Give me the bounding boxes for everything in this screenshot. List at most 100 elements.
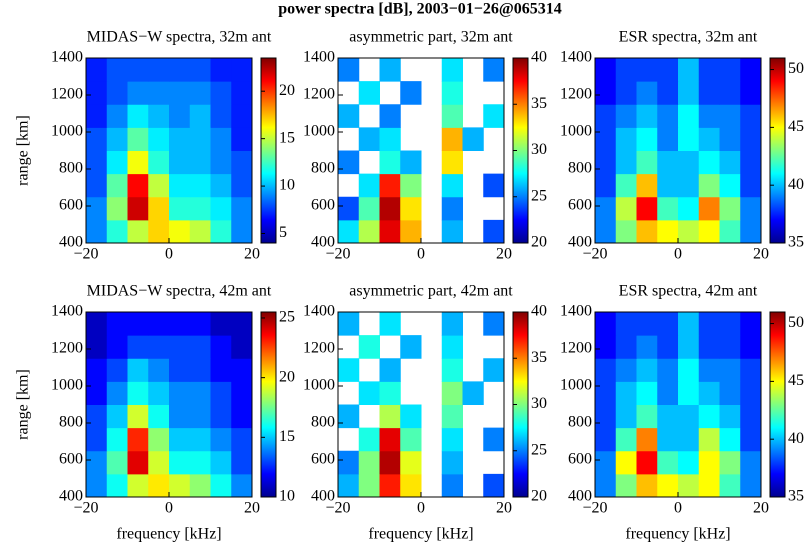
heatmap-cell	[210, 427, 232, 452]
heatmap-cell	[636, 312, 658, 336]
y-tick-label: 1200	[303, 340, 335, 357]
heatmap-cell	[127, 473, 149, 498]
heatmap-cell	[210, 127, 232, 151]
heatmap-cell	[169, 381, 191, 405]
heatmap-cell	[678, 381, 700, 405]
heatmap-cell	[657, 450, 679, 475]
heatmap-cell	[400, 404, 422, 429]
y-axis-label: range [km]	[15, 115, 32, 186]
figure-title: power spectra [dB], 2003−01−26@065314	[278, 1, 561, 18]
heatmap-cell	[740, 104, 762, 128]
x-axis-label: frequency [kHz]	[625, 526, 730, 543]
heatmap-cell	[483, 173, 505, 198]
heatmap-cell	[379, 127, 401, 151]
colorbar-tick-label: 25	[531, 441, 547, 458]
heatmap-cell	[189, 81, 211, 105]
heatmap-cell	[106, 58, 128, 82]
heatmap-cell	[615, 196, 637, 221]
heatmap-cell	[231, 450, 253, 475]
heatmap-cell	[189, 381, 211, 405]
heatmap-cell	[358, 196, 380, 221]
colorbar-tick-label: 50	[788, 60, 804, 77]
heatmap-cell	[483, 427, 505, 452]
heatmap-cell	[86, 58, 108, 82]
heatmap-cell	[657, 196, 679, 221]
y-tick-label: 1400	[51, 303, 83, 320]
heatmap-cell	[127, 219, 149, 244]
y-tick-label: 600	[59, 197, 83, 214]
heatmap-cell	[740, 312, 762, 336]
colorbar-tick-label: 35	[788, 488, 804, 505]
heatmap-cell	[231, 127, 253, 151]
heatmap-cell	[231, 58, 253, 82]
y-tick-label: 1200	[560, 86, 592, 103]
heatmap-cell	[338, 312, 360, 336]
heatmap-cell	[106, 358, 128, 382]
heatmap-cell	[400, 219, 422, 244]
heatmap-cell	[106, 81, 128, 105]
heatmap-cell	[698, 450, 720, 475]
heatmap-cell	[169, 427, 191, 452]
colorbar-tick-label: 10	[279, 177, 295, 194]
heatmap-cell	[86, 312, 108, 336]
x-tick-label: 0	[674, 246, 682, 263]
heatmap-cell	[379, 58, 401, 82]
heatmap-cell	[698, 104, 720, 128]
colorbar-tick-label: 45	[788, 118, 804, 135]
heatmap-cell	[615, 473, 637, 498]
colorbar-tick-label: 35	[531, 349, 547, 366]
heatmap-cell	[169, 81, 191, 105]
heatmap-cell	[719, 335, 741, 359]
heatmap-cell	[636, 196, 658, 221]
heatmap-cell	[719, 219, 741, 244]
y-tick-label: 1200	[51, 340, 83, 357]
x-tick-label: 0	[674, 500, 682, 517]
colorbar	[260, 311, 277, 498]
heatmap-cell	[400, 196, 422, 221]
heatmap-cell	[615, 312, 637, 336]
heatmap-cell	[657, 81, 679, 105]
y-tick-label: 1400	[51, 49, 83, 66]
x-tick-label: 20	[753, 246, 769, 263]
heatmap-cell	[719, 196, 741, 221]
x-tick-label: 20	[244, 246, 260, 263]
heatmap-cell	[127, 196, 149, 221]
heatmap-cell	[400, 450, 422, 475]
heatmap-cell	[106, 473, 128, 498]
y-tick-label: 1000	[303, 377, 335, 394]
x-tick-label: −20	[73, 246, 98, 263]
y-tick-label: 600	[311, 451, 335, 468]
heatmap-cell	[657, 381, 679, 405]
heatmap-cell	[210, 150, 232, 175]
y-tick-label: 800	[311, 160, 335, 177]
heatmap-cell	[740, 173, 762, 198]
heatmap-cell	[678, 173, 700, 198]
heatmap-cell	[657, 358, 679, 382]
heatmap-cell	[127, 404, 149, 429]
heatmap-cell	[636, 450, 658, 475]
heatmap-cell	[189, 473, 211, 498]
y-tick-label: 1400	[303, 303, 335, 320]
heatmap-cell	[210, 358, 232, 382]
heatmap-cell	[657, 219, 679, 244]
heatmap-cell	[379, 381, 401, 405]
heatmap-cell	[358, 427, 380, 452]
heatmap-cell	[148, 427, 170, 452]
colorbar-tick-label: 20	[531, 234, 547, 251]
heatmap-cell	[358, 81, 380, 105]
heatmap-cell	[595, 381, 617, 405]
heatmap-cell	[441, 312, 463, 336]
heatmap-cell	[657, 127, 679, 151]
panel-title: ESR spectra, 42m ant	[619, 283, 758, 300]
heatmap-cell	[189, 58, 211, 82]
colorbar-tick-label: 15	[279, 428, 295, 445]
heatmap-cell	[740, 381, 762, 405]
heatmap-cell	[740, 335, 762, 359]
heatmap-cell	[231, 358, 253, 382]
heatmap-cell	[148, 58, 170, 82]
heatmap-cell	[698, 381, 720, 405]
x-tick-label: 0	[417, 500, 425, 517]
heatmap-cell	[169, 58, 191, 82]
y-tick-label: 600	[311, 197, 335, 214]
heatmap-cell	[678, 427, 700, 452]
